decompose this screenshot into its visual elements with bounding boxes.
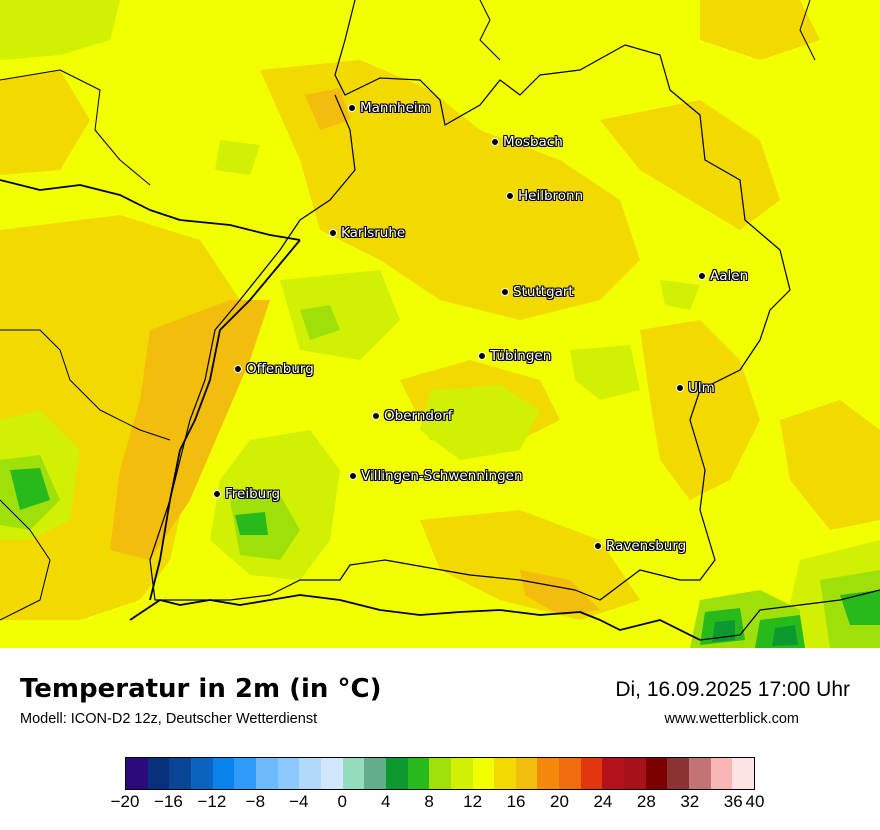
city-dot bbox=[348, 104, 356, 112]
legend-tick-label: −4 bbox=[289, 792, 309, 811]
city-dot bbox=[234, 365, 242, 373]
city-label: Aalen bbox=[710, 268, 749, 284]
city-dot bbox=[478, 352, 486, 360]
legend-color-segment bbox=[169, 758, 191, 789]
legend-color-segment bbox=[147, 758, 170, 789]
map-canvas bbox=[0, 0, 880, 648]
legend-tick-label: 12 bbox=[463, 792, 483, 811]
city-marker-mosbach: Mosbach bbox=[491, 134, 563, 150]
legend-color-segment bbox=[494, 758, 516, 789]
city-dot bbox=[501, 288, 509, 296]
legend-color-segment bbox=[277, 758, 300, 789]
city-label: Mannheim bbox=[360, 100, 431, 116]
city-marker-villingen-schwenningen: Villingen-Schwenningen bbox=[349, 468, 523, 484]
legend-tick-label: 36 bbox=[723, 792, 743, 811]
city-dot bbox=[698, 272, 706, 280]
city-marker-oberndorf: Oberndorf bbox=[372, 408, 453, 424]
legend-color-segment bbox=[472, 758, 495, 789]
legend-color-segment bbox=[710, 758, 733, 789]
legend-color-segment bbox=[732, 758, 755, 789]
map-title: Temperatur in 2m (in °C) bbox=[20, 674, 382, 704]
legend-tick-label: 20 bbox=[550, 792, 569, 811]
legend-tick-label: −16 bbox=[154, 792, 183, 811]
temperature-map: Mannheim Mosbach Heilbronn Karlsruhe Aal… bbox=[0, 0, 880, 648]
city-label: Villingen-Schwenningen bbox=[361, 468, 523, 484]
city-dot bbox=[506, 192, 514, 200]
city-marker-stuttgart: Stuttgart bbox=[501, 284, 574, 300]
city-label: Karlsruhe bbox=[341, 225, 406, 241]
city-marker-heilbronn: Heilbronn bbox=[506, 188, 583, 204]
legend-color-segment bbox=[385, 758, 408, 789]
legend-color-segment bbox=[515, 758, 538, 789]
color-legend bbox=[125, 757, 755, 790]
city-dot bbox=[349, 472, 357, 480]
forecast-datetime: Di, 16.09.2025 17:00 Uhr bbox=[615, 678, 850, 701]
legend-tick-label: 16 bbox=[506, 792, 526, 811]
legend-color-segment bbox=[364, 758, 386, 789]
legend-color-segment bbox=[190, 758, 213, 789]
city-label: Ulm bbox=[688, 380, 715, 396]
city-label: Stuttgart bbox=[513, 284, 574, 300]
city-dot bbox=[594, 542, 602, 550]
city-marker-ravensburg: Ravensburg bbox=[594, 538, 686, 554]
legend-color-segment bbox=[450, 758, 473, 789]
city-label: Oberndorf bbox=[384, 408, 453, 424]
city-marker-tuebingen: Tübingen bbox=[478, 348, 551, 364]
city-dot bbox=[329, 229, 337, 237]
city-dot bbox=[491, 138, 499, 146]
legend-color-segment bbox=[602, 758, 625, 789]
legend-color-segment bbox=[234, 758, 256, 789]
model-info: Modell: ICON-D2 12z, Deutscher Wetterdie… bbox=[20, 711, 318, 727]
legend-tick-label: −12 bbox=[197, 792, 227, 811]
legend-tick-label: 32 bbox=[680, 792, 700, 811]
legend-tick-label: −8 bbox=[245, 792, 266, 811]
legend-color-segment bbox=[255, 758, 278, 789]
legend-tick-label: 24 bbox=[593, 792, 613, 811]
legend-color-segment bbox=[537, 758, 560, 789]
website-link[interactable]: www.wetterblick.com bbox=[664, 711, 799, 727]
green-zones bbox=[10, 468, 880, 648]
city-marker-offenburg: Offenburg bbox=[234, 361, 314, 377]
legend-color-segment bbox=[320, 758, 343, 789]
legend-tick-label: 8 bbox=[424, 792, 434, 811]
city-label: Heilbronn bbox=[518, 188, 584, 204]
city-label: Tübingen bbox=[490, 348, 552, 364]
legend-tick-label: −20 bbox=[110, 792, 140, 811]
city-label: Offenburg bbox=[246, 361, 314, 377]
legend-color-segment bbox=[429, 758, 451, 789]
legend-color-segment bbox=[559, 758, 581, 789]
legend-tick-label: 4 bbox=[380, 792, 391, 811]
city-label: Freiburg bbox=[225, 486, 281, 502]
legend-color-segment bbox=[299, 758, 321, 789]
legend-color-segment bbox=[212, 758, 235, 789]
city-dot bbox=[213, 490, 221, 498]
legend-tick-label: 40 bbox=[745, 792, 765, 811]
footer: Temperatur in 2m (in °C) Modell: ICON-D2… bbox=[0, 648, 880, 830]
legend-tick-label: 0 bbox=[337, 792, 347, 811]
city-marker-ulm: Ulm bbox=[676, 380, 715, 396]
legend-color-segment bbox=[407, 758, 430, 789]
legend-color-segment bbox=[689, 758, 711, 789]
legend-color-segment bbox=[645, 758, 668, 789]
city-dot bbox=[676, 384, 684, 392]
legend-color-segment bbox=[580, 758, 603, 789]
legend-color-segment bbox=[624, 758, 646, 789]
legend-ticks: −20 −16 −12 −8 −4 0 4 8 12 16 20 24 28 32 36 40 bbox=[111, 792, 765, 822]
city-marker-karlsruhe: Karlsruhe bbox=[329, 225, 405, 241]
city-dot bbox=[372, 412, 380, 420]
city-label: Ravensburg bbox=[606, 538, 687, 554]
legend-tick-label: 28 bbox=[636, 792, 656, 811]
borders bbox=[0, 0, 880, 641]
city-marker-freiburg: Freiburg bbox=[213, 486, 280, 502]
legend-color-segment bbox=[667, 758, 690, 789]
city-marker-aalen: Aalen bbox=[698, 268, 748, 284]
city-label: Mosbach bbox=[503, 134, 563, 150]
legend-color-segment bbox=[342, 758, 365, 789]
city-marker-mannheim: Mannheim bbox=[348, 100, 431, 116]
legend-color-segment bbox=[126, 758, 148, 789]
